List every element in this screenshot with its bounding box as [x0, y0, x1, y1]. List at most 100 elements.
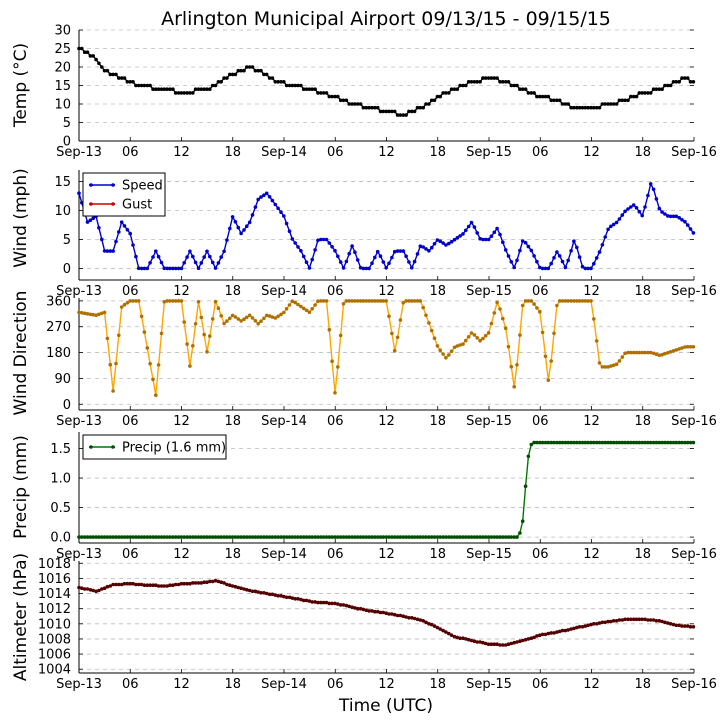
data-point — [691, 231, 696, 235]
data-point — [336, 535, 340, 539]
data-point — [617, 440, 622, 445]
data-point — [364, 535, 369, 539]
data-point — [671, 80, 676, 84]
data-point — [683, 440, 687, 445]
data-point — [156, 254, 161, 259]
data-point — [239, 231, 243, 236]
data-point — [575, 245, 579, 250]
data-point — [319, 299, 323, 303]
data-point — [643, 91, 647, 95]
data-point — [165, 584, 169, 588]
data-point — [543, 354, 548, 359]
data-point — [489, 535, 494, 539]
data-point — [546, 631, 551, 636]
data-point — [213, 83, 218, 88]
data-point — [427, 535, 431, 539]
x-tick-label: 06 — [327, 145, 344, 160]
data-point — [580, 264, 585, 269]
series-line-direction — [78, 299, 694, 396]
data-point — [264, 535, 269, 539]
data-point — [395, 335, 400, 340]
data-point — [526, 299, 531, 303]
data-point — [367, 609, 371, 613]
data-point — [483, 535, 488, 539]
y-tick-label: 1008 — [38, 632, 71, 647]
data-point — [466, 535, 471, 539]
data-point — [634, 440, 639, 445]
data-point — [321, 91, 326, 95]
data-point — [651, 351, 656, 356]
data-point — [631, 617, 636, 622]
data-point — [492, 311, 497, 315]
data-point — [225, 76, 229, 80]
data-point — [185, 535, 189, 539]
data-point — [438, 348, 443, 353]
data-point — [569, 627, 573, 631]
data-point — [549, 98, 553, 103]
data-point — [353, 535, 357, 539]
data-point — [262, 316, 266, 321]
data-point — [540, 94, 545, 99]
data-point — [691, 440, 696, 445]
data-point — [611, 222, 616, 227]
data-point — [162, 584, 167, 588]
y-axis-label: Precip (mm) — [11, 435, 31, 539]
data-point — [614, 220, 619, 225]
data-point — [111, 535, 115, 539]
data-point — [375, 249, 380, 254]
data-point — [640, 91, 644, 95]
x-tick-label: 18 — [429, 547, 446, 562]
data-point — [173, 535, 178, 539]
data-point — [350, 299, 354, 303]
data-point — [566, 628, 570, 632]
data-point — [111, 249, 115, 253]
data-point — [569, 440, 573, 445]
data-point — [538, 309, 542, 314]
data-point — [117, 230, 121, 234]
data-point — [145, 83, 150, 88]
data-point — [543, 440, 548, 445]
data-point — [506, 535, 511, 539]
data-point — [657, 353, 662, 358]
data-point — [472, 639, 477, 643]
data-point — [208, 254, 212, 259]
data-point — [560, 299, 565, 303]
data-point — [483, 333, 488, 338]
data-point — [566, 258, 570, 263]
data-point — [455, 535, 460, 539]
data-point — [557, 98, 562, 103]
data-point — [651, 440, 656, 445]
data-point — [128, 299, 132, 303]
y-tick-label: 90 — [54, 372, 71, 387]
data-point — [481, 237, 485, 242]
x-tick-label: 12 — [173, 547, 190, 562]
data-point — [671, 622, 676, 627]
data-point — [210, 535, 215, 539]
data-point — [404, 615, 408, 619]
x-tick-label: 18 — [429, 145, 446, 160]
data-point — [520, 87, 525, 91]
data-point — [202, 535, 206, 539]
data-point — [233, 220, 238, 224]
data-point — [176, 299, 181, 303]
data-point — [387, 261, 391, 266]
data-point — [472, 535, 477, 539]
data-point — [683, 624, 687, 628]
data-point — [139, 314, 144, 319]
data-point — [631, 440, 636, 445]
data-point — [634, 206, 639, 210]
data-point — [182, 261, 186, 265]
data-point — [154, 249, 158, 253]
data-point — [583, 105, 588, 110]
data-point — [415, 535, 420, 539]
data-point — [185, 91, 189, 95]
data-point — [540, 632, 545, 637]
x-tick-label: 12 — [583, 414, 600, 429]
data-point — [139, 83, 144, 88]
data-point — [378, 109, 383, 114]
data-point — [520, 303, 525, 308]
data-point — [304, 535, 309, 539]
data-point — [134, 535, 138, 539]
data-point — [503, 248, 508, 252]
data-point — [546, 94, 551, 99]
